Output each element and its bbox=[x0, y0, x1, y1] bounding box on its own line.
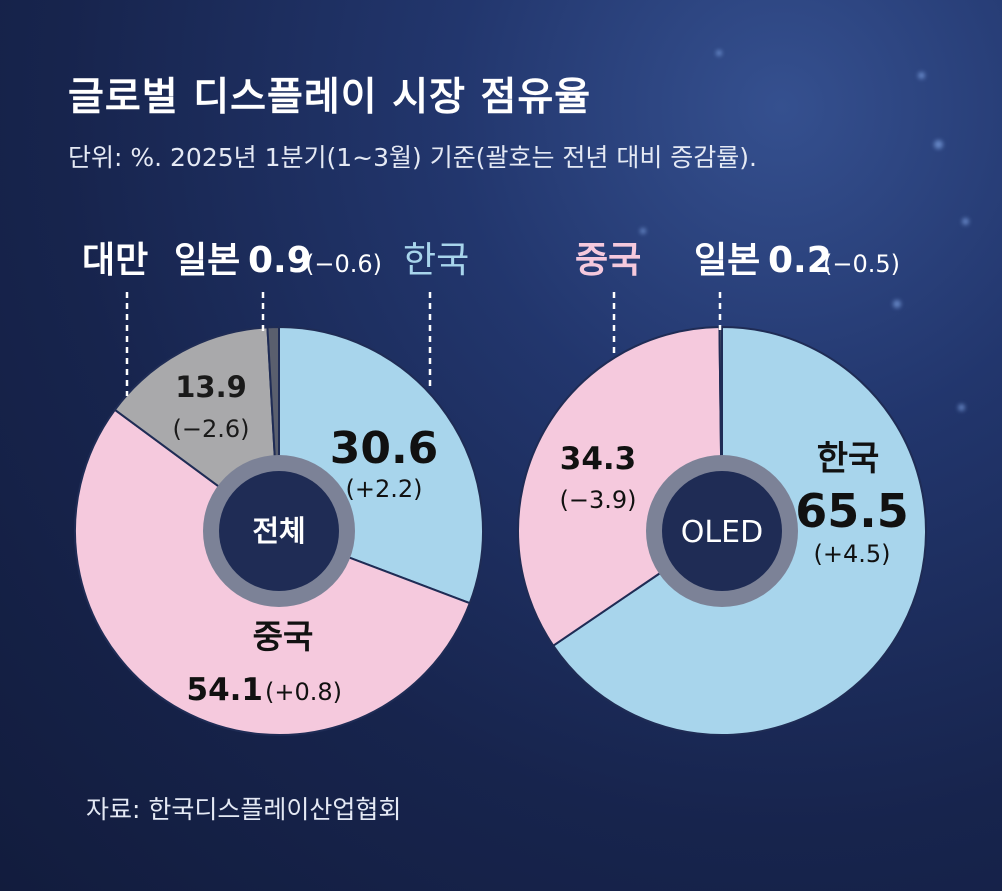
label-taiwan-change: (−2.6) bbox=[172, 415, 249, 443]
glow-dot bbox=[640, 228, 646, 234]
chart-subtitle: 단위: %. 2025년 1분기(1~3월) 기준(괄호는 전년 대비 증감률)… bbox=[68, 143, 758, 172]
chart-title: 글로벌 디스플레이 시장 점유율 bbox=[68, 75, 592, 120]
donut-total: 전체 대만 일본 0.9 (−0.6) 한국 13.9 (−2.6) 30.6 … bbox=[73, 240, 484, 736]
center-label-oled: OLED bbox=[681, 515, 763, 550]
glow-dot bbox=[918, 72, 925, 79]
label-china-value: 54.1 bbox=[187, 672, 264, 708]
label-china-value: 34.3 bbox=[560, 441, 637, 477]
label-taiwan-value: 13.9 bbox=[175, 370, 247, 404]
label-korea-value: 30.6 bbox=[330, 423, 439, 474]
label-korea-name: 한국 bbox=[403, 240, 469, 281]
glow-dot bbox=[934, 140, 943, 149]
donut-hole-center bbox=[219, 471, 339, 591]
label-japan-name: 일본 bbox=[174, 240, 240, 281]
label-korea-value: 65.5 bbox=[795, 484, 909, 538]
label-japan-value: 0.2 bbox=[768, 240, 832, 281]
label-china-change: (+0.8) bbox=[265, 678, 342, 706]
label-china-name: 중국 bbox=[253, 617, 314, 656]
source-note: 자료: 한국디스플레이산업협회 bbox=[86, 795, 402, 824]
label-japan-name: 일본 bbox=[694, 240, 760, 281]
label-korea-name: 한국 bbox=[817, 439, 880, 479]
label-japan-value: 0.9 bbox=[248, 240, 312, 281]
slice-china bbox=[517, 326, 724, 648]
glow-dot bbox=[893, 300, 901, 308]
label-china-name: 중국 bbox=[575, 240, 641, 281]
label-japan-change: (−0.5) bbox=[823, 250, 900, 278]
label-china-change: (−3.9) bbox=[559, 486, 636, 514]
glow-dot bbox=[958, 404, 965, 411]
donut-hole-center bbox=[662, 471, 782, 591]
label-taiwan-name: 대만 bbox=[82, 240, 148, 281]
glow-dot bbox=[962, 218, 969, 225]
glow-dot bbox=[716, 50, 722, 56]
center-label-total: 전체 bbox=[252, 514, 305, 548]
label-japan-change: (−0.6) bbox=[305, 250, 382, 278]
label-korea-change: (+2.2) bbox=[345, 475, 422, 503]
label-korea-change: (+4.5) bbox=[813, 540, 890, 568]
donut-oled: OLED 중국 일본 0.2 (−0.5) 34.3 (−3.9) 한국 65.… bbox=[517, 240, 927, 736]
